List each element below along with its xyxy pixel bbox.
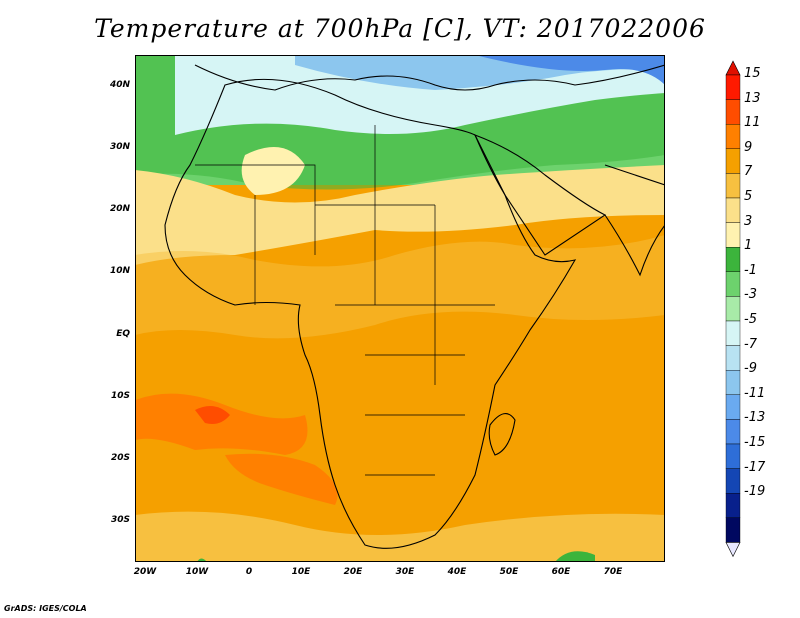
- colorbar-label: 1: [744, 238, 753, 254]
- colorbar-segment: [725, 345, 741, 371]
- cool-south: [135, 511, 665, 562]
- lon-label: 0: [245, 567, 253, 577]
- colorbar-segment: [725, 394, 741, 420]
- colorbar-label: 5: [744, 189, 753, 204]
- lat-label: 30S: [110, 515, 130, 525]
- colorbar-segment: [725, 320, 741, 346]
- lat-label: 20S: [110, 453, 130, 463]
- colorbar-label: -11: [744, 385, 766, 401]
- colorbar-segment: [725, 123, 741, 149]
- green-patch-se: [555, 551, 595, 562]
- lon-label: 70E: [603, 567, 623, 577]
- colorbar-segment: [725, 173, 741, 199]
- colorbar-label: -5: [744, 312, 757, 327]
- temperature-map: [135, 55, 665, 562]
- lon-label: 20W: [133, 567, 157, 577]
- colorbar-label: -7: [744, 336, 757, 352]
- colorbar-bottom-arrow: [725, 542, 741, 558]
- colorbar-segment: [725, 468, 741, 494]
- colorbar-label: 7: [744, 164, 753, 180]
- borders: [195, 125, 495, 476]
- sahara-band: [135, 165, 665, 265]
- lat-label: 30N: [109, 142, 130, 152]
- pale-patch: [241, 147, 305, 195]
- colorbar-label: 3: [744, 213, 753, 229]
- colorbar-segment: [725, 271, 741, 297]
- colorbar-label: -13: [744, 410, 766, 426]
- colorbar-segment: [725, 493, 741, 519]
- colorbar-segment: [725, 370, 741, 396]
- lon-label: 10W: [185, 567, 209, 577]
- arabia-coastline: [473, 134, 607, 256]
- hot-belt-west: [135, 393, 308, 455]
- colorbar-segment: [725, 74, 741, 100]
- colorbar-segment: [725, 419, 741, 445]
- lon-label: 30E: [395, 567, 415, 577]
- lat-label: 20N: [109, 204, 130, 214]
- europe-coast: [194, 64, 665, 91]
- hot-core-west: [195, 406, 230, 424]
- colorbar-segment: [725, 148, 741, 174]
- colorbar-label: -1: [744, 262, 757, 278]
- colorbar-label: -19: [744, 484, 766, 500]
- lon-label: 20E: [343, 567, 363, 577]
- colorbar-label: 11: [744, 115, 761, 131]
- colorbar-label: 9: [744, 139, 753, 155]
- colorbar-label: -9: [744, 361, 757, 377]
- colorbar-segment: [725, 443, 741, 469]
- lon-label: 10E: [291, 567, 311, 577]
- colorbar-segment: [725, 222, 741, 248]
- lat-label: 40N: [109, 80, 130, 90]
- lat-label: 10S: [110, 391, 130, 401]
- coastlines: [164, 64, 665, 549]
- colorbar-label: -17: [744, 459, 766, 475]
- india-coastline: [604, 164, 665, 277]
- madagascar: [488, 413, 516, 456]
- colorbar-segment: [725, 296, 741, 322]
- map-title: Temperature at 700hPa [C], VT: 201702200…: [94, 14, 706, 43]
- lon-label: 50E: [499, 567, 519, 577]
- colorbar-segment: [725, 246, 741, 272]
- colorbar-label: 15: [744, 66, 761, 81]
- hot-belt-south: [225, 453, 338, 505]
- colorbar-segment: [725, 99, 741, 125]
- colorbar-label: 13: [744, 90, 761, 106]
- footer-credit: GrADS: IGES/COLA: [4, 604, 87, 613]
- colorbar-segment: [725, 517, 741, 543]
- lon-label: 60E: [551, 567, 571, 577]
- colorbar-segment: [725, 197, 741, 223]
- lon-label: 40E: [447, 567, 467, 577]
- colorbar-label: -15: [744, 435, 766, 450]
- lat-label: EQ: [116, 329, 130, 339]
- tropical-band: [135, 235, 665, 339]
- colorbar-label: -3: [744, 287, 757, 303]
- lat-label: 10N: [109, 266, 130, 276]
- colorbar-top-arrow: [725, 60, 741, 76]
- cold-core: [475, 55, 665, 85]
- colorbar: [725, 60, 741, 558]
